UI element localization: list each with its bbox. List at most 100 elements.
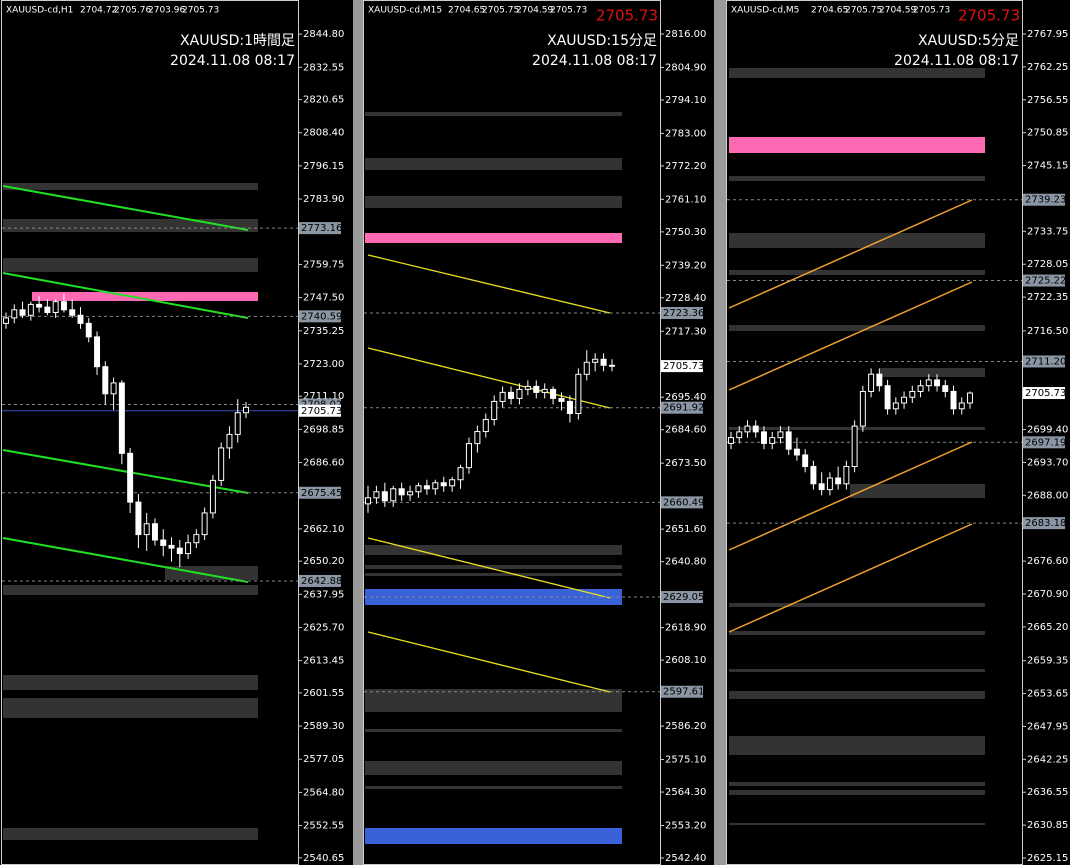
price-level-label: 2597.61 — [663, 687, 704, 698]
candle-body — [884, 385, 891, 410]
y-tick-label: 2630.85 — [1027, 820, 1068, 831]
candle-body — [942, 385, 949, 392]
y-tick-label: 2761.10 — [665, 194, 706, 205]
y-tick-label: 2722.35 — [1027, 292, 1068, 303]
candle-body — [744, 425, 751, 433]
candle-body — [423, 485, 430, 490]
price-level-label: 2739.23 — [1025, 195, 1066, 206]
y-tick-label: 2564.80 — [303, 787, 344, 798]
y-tick-label: 2542.40 — [665, 853, 706, 864]
price-level-label: 2629.05 — [663, 592, 704, 603]
y-tick-label: 2759.75 — [303, 259, 344, 270]
candle-body — [193, 534, 200, 544]
price-level-box — [299, 310, 341, 323]
candle-body — [11, 309, 18, 319]
current-price-box — [1023, 387, 1065, 400]
y-tick-label: 2695.40 — [665, 392, 706, 403]
y-tick-label: 2586.20 — [665, 721, 706, 732]
candle-body — [69, 309, 76, 316]
y-tick-label: 2650.20 — [303, 556, 344, 567]
candle-body — [843, 465, 850, 485]
header-value: 2704.65 — [811, 6, 848, 16]
y-tick-label: 2796.15 — [303, 161, 344, 172]
candle-body — [364, 497, 372, 505]
candle-body — [608, 364, 616, 367]
chart-title: XAUUSD:15分足 — [547, 33, 657, 49]
candle-body — [3, 317, 9, 324]
price-level-label: 2691.92 — [663, 403, 704, 414]
price-level-box — [1023, 193, 1065, 206]
price-level-box — [661, 591, 703, 604]
candle-body — [575, 373, 582, 414]
separator — [353, 0, 363, 865]
candle-body — [77, 314, 84, 324]
y-tick-label: 2767.95 — [1027, 29, 1068, 40]
y-tick-label: 2717.30 — [665, 326, 706, 337]
chart-subtitle: 2024.11.08 08:17 — [170, 53, 295, 69]
candle-body — [769, 437, 776, 444]
price-level-label: 2740.59 — [301, 311, 342, 322]
candle-body — [499, 391, 506, 402]
candle-body — [110, 382, 117, 395]
y-tick-label: 2747.50 — [303, 293, 344, 304]
y-tick-label: 2540.65 — [303, 853, 344, 864]
candle-body — [168, 544, 175, 549]
candle-body — [826, 477, 833, 491]
y-tick-label: 2653.65 — [1027, 689, 1068, 700]
y-tick-label: 2688.00 — [1027, 490, 1068, 501]
candle-body — [36, 303, 43, 308]
price-level-label: 2725.22 — [1025, 276, 1066, 287]
candle-body — [802, 454, 809, 467]
candle-body — [592, 358, 599, 363]
candle-body — [736, 431, 743, 439]
current-price-box — [661, 360, 703, 373]
price-level-label: 2683.18 — [1025, 518, 1066, 529]
y-tick-label: 2651.60 — [665, 524, 706, 535]
price-level-label: 2723.36 — [663, 308, 704, 319]
candle-body — [465, 443, 472, 469]
candle-body — [583, 361, 590, 375]
candle-body — [52, 301, 59, 314]
candle-body — [491, 400, 498, 421]
last-price: 2705.73 — [958, 7, 1020, 25]
candle-body — [508, 391, 515, 399]
chart-title: XAUUSD:5分足 — [918, 33, 1019, 49]
price-level-label: 2660.49 — [663, 497, 704, 508]
candle-body — [209, 479, 216, 514]
header-value: 2704.65 — [448, 6, 485, 16]
current-price-label: 2705.73 — [663, 361, 704, 372]
price-level-box — [661, 401, 703, 414]
candle-body — [516, 388, 523, 399]
candle-body — [868, 373, 875, 392]
y-tick-label: 2750.85 — [1027, 128, 1068, 139]
symbol-line: XAUUSD-cd,H1 — [6, 6, 73, 16]
candle-body — [407, 491, 414, 496]
header-value: 2705.75 — [482, 6, 519, 16]
candle-body — [449, 479, 456, 487]
candle-body — [176, 547, 183, 555]
header-value: 2704.59 — [516, 6, 553, 16]
separator — [714, 0, 726, 865]
price-level-box — [661, 307, 703, 320]
price-level-label: 2675.45 — [301, 488, 342, 499]
candle-body — [381, 491, 388, 502]
price-level-box — [299, 486, 341, 499]
candle-body — [390, 488, 397, 502]
candle-body — [541, 388, 548, 393]
y-tick-label: 2756.55 — [1027, 95, 1068, 106]
candle-body — [793, 448, 800, 456]
y-tick-label: 2686.60 — [303, 458, 344, 469]
candle-body — [728, 437, 734, 444]
candle-body — [27, 303, 34, 316]
candle-body — [810, 465, 817, 485]
y-tick-label: 2640.80 — [665, 557, 706, 568]
y-tick-label: 2577.05 — [303, 754, 344, 765]
y-tick-label: 2728.40 — [665, 293, 706, 304]
y-tick-label: 2735.25 — [303, 326, 344, 337]
candle-body — [917, 385, 924, 392]
y-tick-label: 2673.50 — [665, 458, 706, 469]
candle-body — [85, 322, 92, 338]
current-price-box — [299, 404, 341, 417]
chart-subtitle: 2024.11.08 08:17 — [532, 53, 657, 69]
price-level-label: 2642.88 — [301, 576, 342, 587]
